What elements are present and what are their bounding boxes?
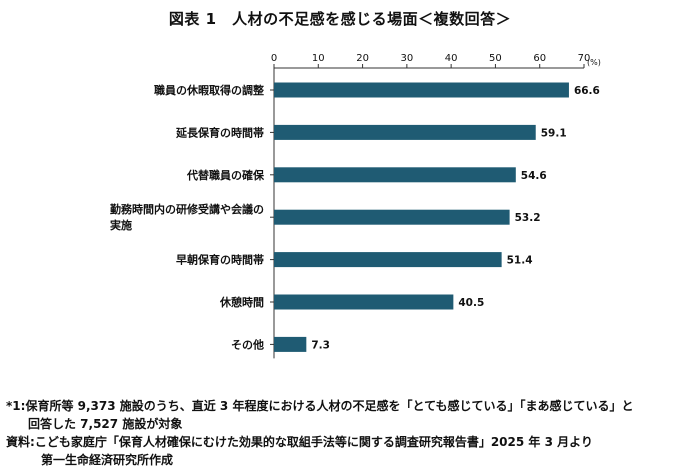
- bar-value-label-2: 54.6: [521, 170, 547, 182]
- bar-value-label-5: 40.5: [458, 297, 484, 309]
- x-tick-label-5: 50: [489, 53, 502, 64]
- category-label-6: その他: [231, 337, 264, 351]
- category-label-2: 代替職員の確保: [186, 168, 265, 182]
- footnote-1: *1: 保育所等 9,373 施設のうち、直近 3 年程度における人材の不足感を…: [6, 397, 676, 415]
- source-note: 資料: こども家庭庁「保育人材確保にむけた効果的な取組手法等に関する調査研究報告…: [6, 433, 676, 451]
- category-label-3-line-2: 実施: [110, 218, 132, 232]
- x-tick-label-0: 0: [271, 53, 277, 64]
- category-label-0: 職員の休暇取得の調整: [154, 83, 264, 97]
- bar-chart: 010203040506070(%)66.6職員の休暇取得の調整59.1延長保育…: [0, 0, 680, 395]
- x-tick-label-6: 60: [533, 53, 546, 64]
- bar-0: [274, 83, 569, 98]
- footnotes: *1: 保育所等 9,373 施設のうち、直近 3 年程度における人材の不足感を…: [6, 397, 676, 469]
- bar-value-label-0: 66.6: [574, 85, 600, 97]
- category-label-5: 休憩時間: [219, 295, 264, 309]
- bar-5: [274, 295, 453, 310]
- bar-6: [274, 337, 306, 352]
- footnote-1-continued: 回答した 7,527 施設が対象: [6, 415, 676, 433]
- bar-4: [274, 252, 502, 267]
- source-text: こども家庭庁「保育人材確保にむけた効果的な取組手法等に関する調査研究報告書」20…: [35, 433, 593, 451]
- bar-value-label-4: 51.4: [507, 255, 533, 267]
- source-mark: 資料:: [6, 433, 35, 451]
- x-tick-label-2: 20: [356, 53, 369, 64]
- category-label-4: 早朝保育の時間帯: [176, 253, 264, 267]
- x-axis-unit: (%): [587, 58, 601, 67]
- x-tick-label-1: 10: [312, 53, 325, 64]
- footnote-1-mark: *1:: [6, 397, 25, 415]
- bar-value-label-3: 53.2: [515, 212, 541, 224]
- category-label-1: 延長保育の時間帯: [175, 125, 264, 139]
- bar-value-label-6: 7.3: [311, 339, 330, 351]
- bar-1: [274, 125, 536, 140]
- bar-value-label-1: 59.1: [541, 127, 567, 139]
- x-tick-label-3: 30: [400, 53, 413, 64]
- footnote-1-text: 保育所等 9,373 施設のうち、直近 3 年程度における人材の不足感を「とても…: [25, 397, 633, 415]
- x-tick-label-4: 40: [445, 53, 458, 64]
- category-label-3: 勤務時間内の研修受講や会議の: [110, 202, 264, 216]
- source-note-continued: 第一生命経済研究所作成: [6, 451, 676, 469]
- bar-2: [274, 167, 516, 182]
- bar-3: [274, 210, 510, 225]
